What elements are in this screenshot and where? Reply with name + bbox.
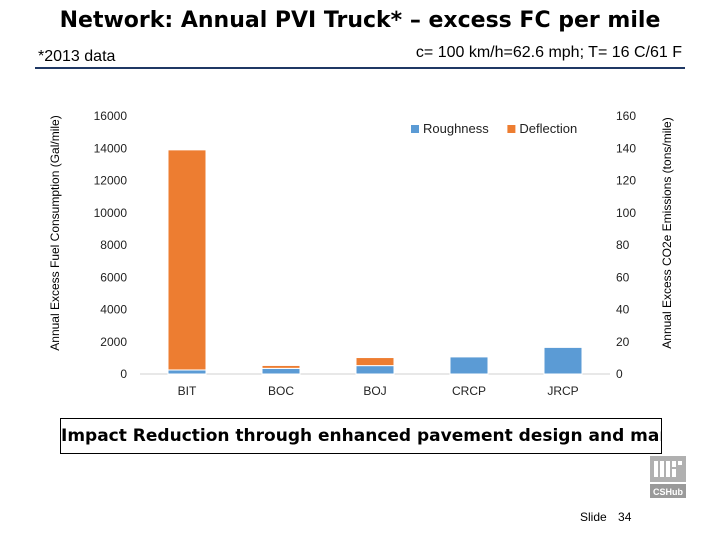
- cshub-logo: CSHub: [648, 454, 688, 504]
- bar-roughness: [261, 367, 301, 375]
- x-tick-label: CRCP: [452, 384, 486, 398]
- y2-tick-label: 60: [616, 270, 630, 284]
- bar-deflection: [167, 149, 207, 371]
- y2-tick-label: 120: [616, 174, 636, 188]
- y2-axis-label: Annual Excess CO2e Emissions (tons/mile): [660, 117, 674, 349]
- y-tick-label: 14000: [94, 141, 128, 155]
- x-tick-label: JRCP: [547, 384, 578, 398]
- y2-tick-label: 100: [616, 206, 636, 220]
- bar-roughness: [355, 365, 395, 375]
- slide-label: Slide: [580, 510, 607, 524]
- y2-tick-label: 40: [616, 303, 630, 317]
- slide-number: Slide 34: [580, 510, 631, 524]
- y-tick-label: 8000: [100, 238, 127, 252]
- conditions-note: c= 100 km/h=62.6 mph; T= 16 C/61 F: [415, 44, 682, 61]
- legend-swatch: [507, 125, 516, 133]
- legend-label: Deflection: [519, 121, 577, 136]
- x-tick-label: BIT: [178, 384, 197, 398]
- y-tick-label: 2000: [100, 335, 127, 349]
- bar-roughness: [449, 356, 489, 375]
- bar-deflection: [355, 357, 395, 367]
- y2-tick-label: 20: [616, 335, 630, 349]
- bar-roughness: [167, 369, 207, 375]
- legend-swatch: [411, 125, 419, 133]
- legend-label: Roughness: [423, 121, 489, 136]
- y2-tick-label: 80: [616, 238, 630, 252]
- slide-number-value: 34: [618, 510, 632, 524]
- y-tick-label: 12000: [94, 174, 128, 188]
- bar-deflection: [261, 364, 301, 369]
- x-tick-label: BOC: [268, 384, 294, 398]
- logo-text: CSHub: [653, 487, 683, 497]
- y-tick-label: 6000: [100, 270, 127, 284]
- y2-tick-label: 0: [616, 367, 623, 381]
- y2-tick-label: 140: [616, 141, 636, 155]
- slide-title: Network: Annual PVI Truck* – excess FC p…: [59, 8, 661, 33]
- y-axis-label: Annual Excess Fuel Consumption (Gal/mile…: [48, 115, 62, 351]
- bar-roughness: [543, 346, 583, 375]
- y-tick-label: 4000: [100, 303, 127, 317]
- impact-callout: Impact Reduction through enhanced paveme…: [60, 418, 662, 454]
- y-tick-label: 0: [120, 367, 127, 381]
- y-tick-label: 16000: [94, 109, 128, 123]
- y2-tick-label: 160: [616, 109, 636, 123]
- title-divider: [35, 67, 685, 69]
- y-tick-label: 10000: [94, 206, 128, 220]
- data-note: *2013 data: [38, 48, 116, 65]
- x-tick-label: BOJ: [363, 384, 386, 398]
- bar-chart: 0 2000 4000 6000 8000 10000 12000 14000 16000 0 20…: [94, 109, 637, 398]
